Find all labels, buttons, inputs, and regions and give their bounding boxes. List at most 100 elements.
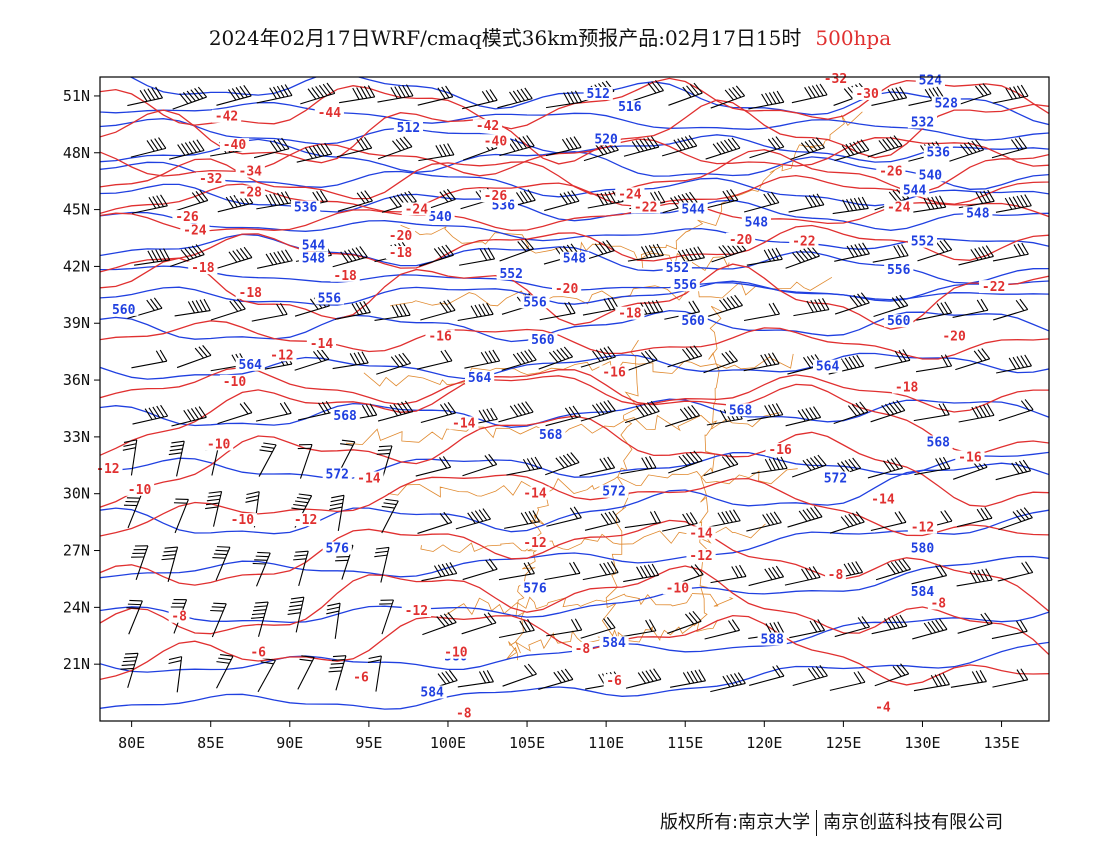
height-contour-label: 528 (934, 96, 958, 111)
height-contour-label: 512 (586, 87, 609, 102)
height-contour-label: 568 (729, 403, 753, 418)
lat-tick-label: 42N (63, 257, 90, 275)
title-text: 2024年02月17日WRF/cmaq模式36km预报产品:02月17日15时 (209, 26, 802, 50)
height-contour-label: 552 (666, 261, 689, 276)
height-contour-label: 536 (294, 201, 318, 216)
temperature-contour-label: -42 (476, 119, 499, 134)
lon-tick-label: 115E (667, 734, 703, 752)
temperature-contour-label: -20 (555, 282, 579, 297)
temperature-contour-label: -14 (310, 337, 334, 352)
height-contour-label: 548 (745, 216, 769, 231)
copyright-left: 版权所有:南京大学 (660, 812, 810, 833)
temperature-contour-label: -20 (942, 329, 966, 344)
lon-tick-label: 135E (983, 734, 1019, 752)
height-contour-label: 544 (681, 202, 705, 217)
lon-tick-label: 85E (197, 734, 224, 752)
temperature-contour-label: -18 (618, 307, 642, 322)
temperature-contour-label: -28 (239, 185, 263, 200)
temperature-contour-label: -24 (887, 201, 911, 216)
height-contour-label: 568 (927, 435, 951, 450)
temperature-contour-label: -10 (666, 581, 690, 596)
height-contour-label: 572 (602, 485, 625, 500)
temperature-contour-label: -8 (828, 568, 844, 583)
height-contour-label: 588 (760, 632, 784, 647)
temperature-contour-label: -22 (982, 280, 1005, 295)
height-contour-label: 556 (887, 263, 911, 278)
lon-tick-label: 110E (588, 734, 624, 752)
map-title: 2024年02月17日WRF/cmaq模式36km预报产品:02月17日15时 5… (0, 22, 1100, 51)
temperature-contour-label: -12 (911, 521, 934, 536)
temperature-contour-label: -14 (452, 417, 476, 432)
lat-tick-label: 21N (63, 655, 90, 673)
lat-tick-label: 45N (63, 201, 90, 219)
temperature-contour-label: -14 (357, 471, 381, 486)
temperature-contour-label: -10 (128, 483, 152, 498)
temperature-contour-label: -16 (602, 365, 626, 380)
height-contour-label: 568 (539, 428, 563, 443)
temperature-contour-label: -8 (575, 642, 591, 657)
temperature-contour-label: -40 (223, 138, 247, 153)
height-contour-label: 564 (816, 360, 840, 375)
temperature-contour-label: -8 (171, 610, 187, 625)
temperature-contour-label: -30 (855, 87, 879, 102)
height-contour-label: 584 (602, 636, 626, 651)
temperature-contour-label: -16 (768, 443, 792, 458)
temperature-contour-label: -12 (405, 604, 428, 619)
height-contour-label: 512 (397, 121, 420, 136)
height-contour-label: 544 (903, 184, 927, 199)
height-contour-label: 520 (594, 132, 618, 147)
temperature-contour-label: -18 (389, 246, 413, 261)
temperature-contour-label: -18 (895, 381, 919, 396)
temperature-contour-label: -26 (879, 165, 903, 180)
lat-tick-label: 51N (63, 87, 90, 105)
temperature-contour-label: -8 (930, 596, 946, 611)
height-contour-label: 560 (112, 303, 136, 318)
temperature-contour-label: -18 (191, 261, 215, 276)
height-contour-label: 560 (531, 333, 555, 348)
height-contour-label: 532 (911, 115, 934, 130)
lon-tick-label: 125E (825, 734, 861, 752)
temperature-contour-label: -22 (634, 201, 657, 216)
pressure-level-label: 500hpa (815, 26, 891, 50)
height-contour-label: 564 (239, 358, 263, 373)
height-contour-label: 516 (618, 100, 642, 115)
lon-tick-label: 100E (430, 734, 466, 752)
temperature-contour-label: -34 (239, 165, 263, 180)
temperature-contour-label: -26 (484, 189, 508, 204)
lat-tick-label: 24N (63, 598, 90, 616)
copyright-notice: 版权所有:南京大学南京创蓝科技有限公司 (660, 808, 1003, 836)
temperature-contour-label: -42 (215, 110, 238, 125)
height-contour-label: 580 (911, 542, 935, 557)
height-contour-label: 548 (563, 252, 587, 267)
lat-tick-label: 36N (63, 371, 90, 389)
height-contour-label: 548 (966, 206, 990, 221)
temperature-contour-label: -14 (523, 487, 547, 502)
height-contour-label: 576 (326, 542, 350, 557)
height-contour-label: 548 (302, 252, 326, 267)
height-contour-label: 560 (681, 314, 705, 329)
lon-tick-label: 80E (118, 734, 145, 752)
temperature-contour-label: -18 (239, 286, 263, 301)
height-contour-label: 540 (919, 168, 943, 183)
temperature-contour-label: -16 (958, 451, 982, 466)
height-contour-label: 524 (919, 74, 943, 89)
height-contour-label: 576 (523, 581, 547, 596)
temperature-contour-label: -6 (353, 670, 369, 685)
temperature-contour-label: -20 (729, 233, 753, 248)
lon-tick-label: 130E (904, 734, 940, 752)
temperature-contour-label: -12 (523, 536, 546, 551)
lat-tick-label: 39N (63, 314, 90, 332)
temperature-contour-label: -22 (792, 235, 815, 250)
temperature-contour-label: -44 (318, 106, 342, 121)
lat-tick-label: 27N (63, 542, 90, 560)
temperature-contour-label: -12 (294, 513, 317, 528)
temperature-contour-label: -6 (606, 674, 622, 689)
temperature-contour-label: -14 (689, 526, 713, 541)
lon-tick-label: 120E (746, 734, 782, 752)
temperature-contour-label: -10 (444, 646, 468, 661)
lon-tick-label: 105E (509, 734, 545, 752)
height-contour-label: 556 (673, 278, 697, 293)
temperature-contour-label: -12 (270, 348, 293, 363)
